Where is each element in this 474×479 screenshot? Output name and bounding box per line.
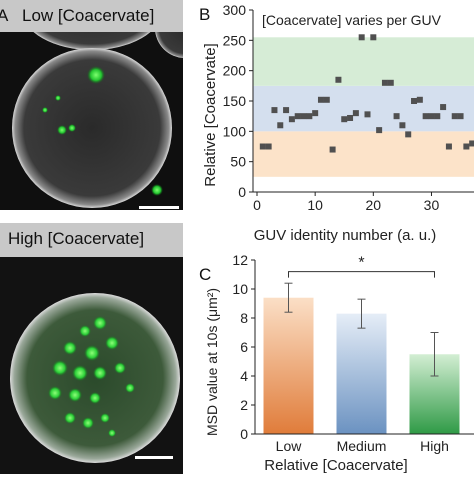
data-point-34	[457, 113, 464, 120]
image-label-high: High [Coacervate]	[8, 229, 145, 248]
concentration-band-1	[253, 85, 474, 132]
x-tick-label: Medium	[337, 438, 387, 454]
scatter-chart-b: 0 50 100 150 200 250 300 0 10 20 30 B [Coacervate]…	[195, 0, 474, 245]
data-point-1	[265, 143, 272, 150]
data-point-7	[300, 113, 307, 120]
data-point-17	[358, 34, 365, 41]
y-tick-label: 8	[240, 310, 248, 326]
data-point-20	[376, 127, 383, 134]
y-tick-label: 200	[223, 63, 247, 79]
bar-low	[263, 297, 314, 434]
data-point-36	[469, 140, 474, 147]
y-tick-label: 250	[223, 32, 247, 48]
data-point-18	[364, 111, 371, 118]
data-point-0	[259, 143, 266, 150]
data-point-5	[288, 116, 295, 123]
x-tick-label: Low	[276, 438, 303, 454]
data-point-14	[341, 116, 348, 123]
guv-membrane	[12, 48, 172, 208]
chart-b-title: [Coacervate] varies per GUV	[262, 12, 442, 28]
data-point-10	[317, 96, 324, 103]
data-point-27	[416, 96, 423, 103]
coacervate-droplet	[151, 184, 163, 196]
panel-letter-b: B	[199, 5, 210, 24]
y-tick-label: 50	[230, 154, 246, 170]
significance-star: *	[358, 255, 364, 272]
x-tick-label: 20	[366, 197, 382, 213]
data-point-19	[370, 34, 377, 41]
label-strip	[0, 223, 183, 257]
data-point-24	[399, 122, 406, 129]
data-point-21	[381, 79, 388, 86]
data-point-15	[347, 114, 354, 121]
y-tick-label: 150	[223, 93, 247, 109]
x-tick-label: High	[420, 438, 449, 454]
y-tick-label: 0	[240, 426, 248, 442]
data-point-16	[352, 110, 359, 117]
data-point-3	[277, 122, 284, 129]
data-point-9	[312, 110, 319, 117]
data-point-22	[387, 79, 394, 86]
y-tick-label: 0	[238, 184, 246, 200]
coacervate-droplet	[57, 125, 67, 135]
data-point-32	[445, 143, 452, 150]
bar-chart-c-svg: Low Medium High * 0 2 4 6 8 10 12 C Relative [Coa…	[199, 252, 474, 474]
x-tick-label: 30	[424, 197, 440, 213]
data-point-11	[323, 96, 330, 103]
microscopy-image-low: Low [Coacervate] A	[0, 0, 215, 210]
x-tick-label: 10	[307, 197, 323, 213]
chart-b-ylabel: Relative [Coacervate]	[202, 43, 219, 186]
data-point-28	[422, 113, 429, 120]
guv-membrane	[10, 293, 180, 463]
chart-b-xlabel: GUV identity number (a. u.)	[254, 227, 437, 244]
x-tick-label: 0	[253, 197, 261, 213]
microscopy-image-high-svg	[0, 223, 183, 474]
y-tick-label: 4	[240, 368, 248, 384]
panel-letter-a: A	[0, 6, 9, 25]
coacervate-droplet	[68, 124, 76, 132]
data-point-2	[271, 107, 278, 114]
concentration-band-2	[253, 37, 474, 86]
microscopy-image-high: High [Coacervate]	[0, 223, 183, 474]
data-point-26	[411, 98, 418, 104]
bar-chart-c: Low Medium High * 0 2 4 6 8 10 12 C Relative [Coa…	[195, 252, 474, 474]
chart-c-ylabel: MSD value at 10s (μm²)	[204, 288, 220, 436]
chart-c-xlabel: Relative [Coacervate]	[264, 457, 407, 474]
scale-bar	[135, 456, 173, 459]
y-tick-label: 2	[240, 397, 248, 413]
data-point-4	[283, 107, 290, 114]
data-point-35	[463, 143, 470, 150]
coacervate-droplet	[55, 95, 61, 101]
y-tick-label: 10	[232, 281, 248, 297]
scale-bar	[139, 206, 179, 209]
data-point-31	[440, 104, 447, 111]
y-tick-label: 100	[223, 123, 247, 139]
bar-medium	[336, 313, 387, 434]
image-label-low: Low [Coacervate]	[22, 6, 155, 25]
microscopy-image-low-svg	[0, 0, 215, 210]
data-point-8	[306, 113, 313, 120]
data-point-33	[451, 113, 458, 120]
coacervate-cluster	[48, 316, 135, 437]
data-point-30	[434, 113, 441, 120]
data-point-12	[329, 146, 336, 153]
y-tick-label: 300	[223, 2, 247, 18]
data-point-29	[428, 113, 435, 120]
significance-bracket	[288, 271, 435, 278]
data-point-13	[335, 76, 342, 83]
data-point-25	[405, 131, 412, 138]
coacervate-droplet	[87, 66, 105, 84]
panel-letter-c: C	[199, 265, 211, 284]
label-strip	[0, 0, 183, 32]
scatter-chart-b-svg: 0 50 100 150 200 250 300 0 10 20 30 B [Coacervate]…	[199, 2, 474, 244]
y-tick-label: 12	[232, 252, 248, 268]
concentration-band-0	[253, 131, 474, 177]
y-tick-label: 6	[240, 339, 248, 355]
data-point-6	[294, 113, 301, 120]
coacervate-droplet	[42, 107, 48, 113]
data-point-23	[393, 113, 400, 120]
